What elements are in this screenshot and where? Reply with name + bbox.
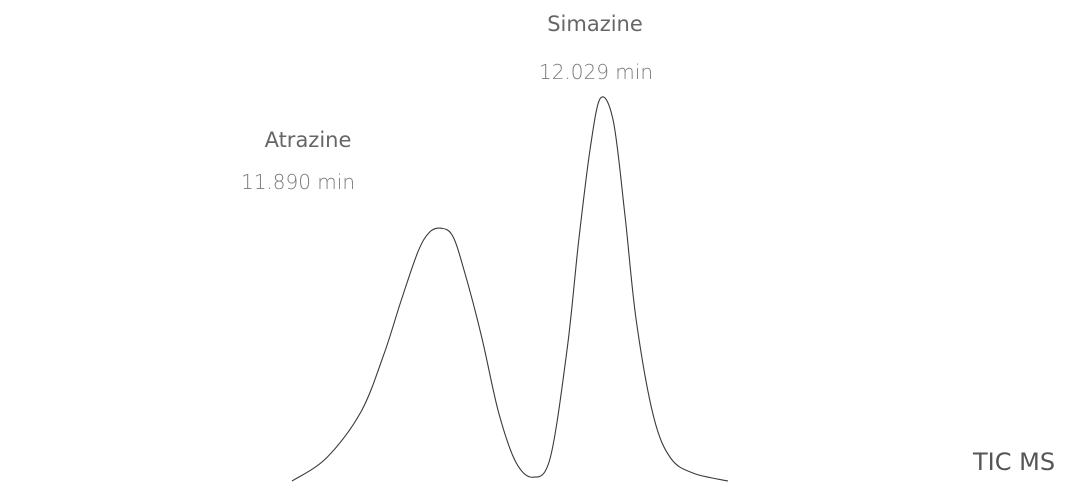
peak-label-simazine-rt: 12.029 min (539, 60, 653, 84)
peak-label-simazine-name: Simazine (547, 12, 643, 36)
peak-label-atrazine-rt: 11.890 min (241, 170, 355, 194)
peak-label-atrazine-name: Atrazine (265, 128, 352, 152)
tic-trace-line (291, 96, 729, 482)
trace-label: TIC MS (972, 448, 1055, 476)
